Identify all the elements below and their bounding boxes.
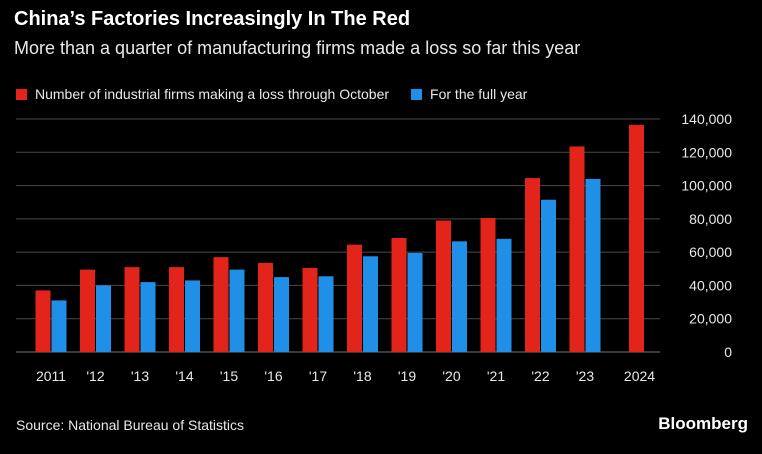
y-tick-label: 100,000 [681, 178, 732, 194]
bar-full-year [407, 252, 423, 352]
x-tick-label: '19 [398, 368, 416, 384]
bar-through-october [302, 267, 318, 352]
bar-full-year [140, 282, 156, 352]
x-tick-label: '14 [175, 368, 193, 384]
bar-full-year [274, 277, 289, 352]
bar-through-october [436, 220, 451, 352]
x-tick-label: 2011 [36, 368, 66, 384]
bar-full-year [318, 276, 334, 352]
bar-through-october [569, 146, 585, 352]
bar-full-year [541, 199, 556, 352]
bar-through-october [213, 257, 229, 352]
y-tick-label: 60,000 [689, 244, 732, 260]
bar-full-year [452, 241, 467, 352]
bar-through-october [124, 267, 140, 352]
legend-item-full-year: For the full year [411, 86, 527, 102]
bloomberg-logo: Bloomberg [658, 414, 748, 433]
x-tick-label: 2024 [624, 368, 655, 384]
bar-full-year [363, 256, 378, 352]
bar-full-year [51, 300, 67, 352]
bar-through-october [525, 178, 540, 352]
chart-title: China’s Factories Increasingly In The Re… [14, 8, 411, 30]
x-tick-label: '21 [487, 368, 505, 384]
chart-subtitle: More than a quarter of manufacturing fir… [14, 38, 581, 58]
x-tick-label: '12 [86, 368, 104, 384]
bar-through-october [35, 290, 51, 352]
bar-through-october [391, 237, 407, 352]
legend: Number of industrial firms making a loss… [16, 86, 549, 102]
bar-through-october [258, 262, 273, 352]
legend-label-through-october: Number of industrial firms making a loss… [35, 86, 390, 102]
y-tick-label: 80,000 [689, 211, 732, 227]
legend-label-full-year: For the full year [430, 86, 528, 102]
bar-through-october [80, 269, 95, 352]
bar-through-october [480, 218, 496, 352]
bar-full-year [96, 285, 111, 352]
legend-swatch-through-october [16, 88, 27, 100]
x-tick-label: '13 [131, 368, 149, 384]
bar-through-october [169, 267, 184, 352]
x-tick-label: '15 [220, 368, 238, 384]
x-tick-label: '17 [309, 368, 327, 384]
bar-through-october [347, 244, 362, 352]
x-tick-label: '22 [531, 368, 549, 384]
x-tick-label: '20 [442, 368, 460, 384]
y-tick-label: 120,000 [681, 144, 732, 160]
legend-swatch-full-year [411, 88, 423, 100]
x-tick-label: '16 [264, 368, 282, 384]
x-tick-label: '18 [353, 368, 371, 384]
source-note: Source: National Bureau of Statistics [16, 417, 245, 433]
bar-full-year [585, 178, 601, 352]
y-tick-label: 20,000 [689, 311, 732, 327]
y-tick-label: 40,000 [689, 277, 732, 293]
y-tick-label: 140,000 [681, 111, 732, 127]
bar-full-year [496, 238, 512, 352]
bar-full-year [185, 280, 200, 352]
x-tick-label: '23 [576, 368, 594, 384]
legend-item-through-october: Number of industrial firms making a loss… [16, 86, 389, 102]
y-tick-label: 0 [724, 344, 732, 360]
bar-full-year [229, 269, 245, 352]
bar-through-october [629, 124, 644, 352]
